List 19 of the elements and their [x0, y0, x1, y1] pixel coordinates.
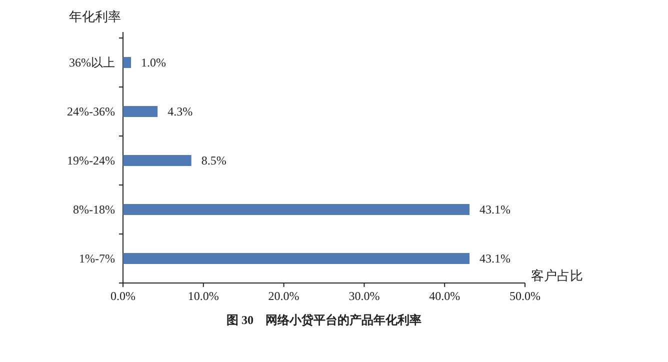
y-tick: 36%以上 [69, 56, 115, 70]
title: 图 30 网络小贷平台的产品年化利率 [226, 313, 422, 327]
x-tick: 20.0% [268, 289, 300, 303]
x-tick: 0.0% [110, 289, 136, 303]
data-label: 4.3% [168, 104, 193, 118]
x-tick: 40.0% [429, 289, 460, 303]
data-label: 43.1% [480, 252, 511, 266]
y-tick: 19%-24% [67, 154, 115, 168]
y-tick: 8%-18% [73, 202, 115, 216]
data-label: 1.0% [141, 56, 166, 70]
data-label: 8.5% [201, 154, 226, 168]
xlabel: 客户占比 [531, 268, 583, 283]
x-tick: 50.0% [510, 289, 540, 303]
x-tick: 10.0% [188, 289, 219, 303]
y-tick: 24%-36% [67, 104, 115, 118]
data-label: 43.1% [480, 202, 511, 216]
y-tick: 1%-7% [79, 252, 115, 266]
x-tick: 30.0% [348, 289, 380, 303]
ylabel: 年化利率 [69, 9, 121, 24]
